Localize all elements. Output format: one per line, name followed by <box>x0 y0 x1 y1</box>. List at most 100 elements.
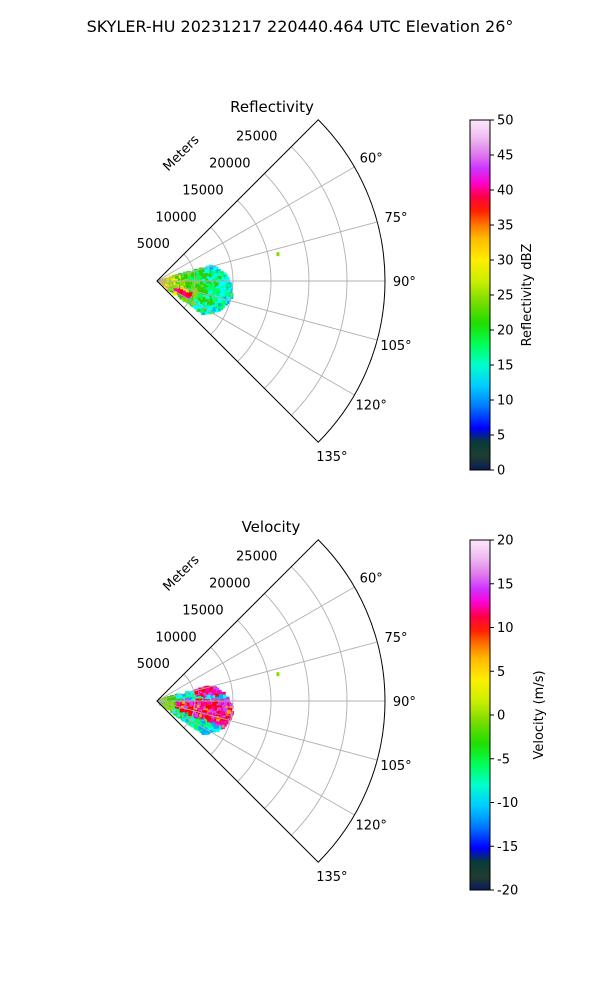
velocity-echo-cell <box>210 721 215 726</box>
velocity-angle-tick-label: 105° <box>380 759 411 774</box>
reflectivity-echo-cell <box>187 271 191 276</box>
velocity-echo-cell <box>216 690 221 695</box>
velocity-colorbar: -20 -15 -10 -5 0 5 10 15 20 Velocity (m/s) <box>469 534 547 899</box>
reflectivity-echo-cell <box>189 301 192 304</box>
velocity-echo-cell <box>208 716 213 721</box>
velocity-azimuth-spoke <box>156 700 378 761</box>
velocity-echo-cell <box>213 709 217 713</box>
velocity-echo-cell <box>209 701 212 704</box>
velocity-echo-cell <box>220 710 224 715</box>
reflectivity-echo-cell <box>226 296 231 301</box>
velocity-echo-cell <box>202 715 207 719</box>
reflectivity-echo-cell <box>220 271 224 276</box>
velocity-panel: Velocity 5000 10000 15000 20000 25000 60° 75°… <box>137 518 547 899</box>
reflectivity-angle-tick-label: 105° <box>380 339 411 354</box>
reflectivity-echo-cell <box>219 306 223 311</box>
velocity-echo-cell <box>218 722 221 725</box>
velocity-radial-label: Meters <box>161 552 203 594</box>
velocity-echo-cell <box>222 725 225 728</box>
reflectivity-echo-cell <box>220 287 224 292</box>
reflectivity-echo-cell <box>200 281 204 285</box>
reflectivity-echo-cell <box>188 292 193 297</box>
reflectivity-echo-cell <box>228 289 231 292</box>
velocity-echo-cell <box>207 726 212 731</box>
velocity-echo-cell <box>224 723 227 727</box>
reflectivity-echo-cell <box>191 284 194 287</box>
reflectivity-echo-cell <box>212 279 216 284</box>
reflectivity-echo-cell <box>214 285 217 288</box>
velocity-grid <box>156 566 385 863</box>
velocity-echo-cell <box>188 716 192 720</box>
velocity-echo-cell <box>197 702 201 706</box>
velocity-echo-cell <box>181 704 185 709</box>
velocity-echo-cell <box>199 703 203 707</box>
velocity-echo-cell <box>204 722 208 726</box>
velocity-echo-cell <box>197 722 201 726</box>
reflectivity-title: Reflectivity <box>230 98 314 116</box>
reflectivity-echo-cell <box>182 279 186 284</box>
velocity-echo-cell <box>173 702 176 705</box>
velocity-azimuth-spoke <box>156 700 355 816</box>
reflectivity-echo-cell <box>196 297 200 301</box>
reflectivity-echo-cell <box>207 291 210 295</box>
velocity-echo-cell <box>222 694 227 699</box>
reflectivity-echo-cell <box>185 293 190 298</box>
velocity-echo-cell <box>210 709 213 713</box>
velocity-echo-cell <box>227 703 230 706</box>
reflectivity-echo-cell <box>218 275 222 279</box>
velocity-echo-cell <box>192 698 196 702</box>
reflectivity-echo-cell <box>211 307 216 312</box>
reflectivity-echo-cell <box>199 298 204 302</box>
reflectivity-echo-cell <box>168 279 172 282</box>
velocity-echo-cell <box>202 710 205 713</box>
velocity-echo-cell <box>184 706 188 710</box>
reflectivity-echo-cell <box>215 306 218 309</box>
velocity-echo-cell <box>165 702 170 707</box>
velocity-echo-cell <box>223 701 228 706</box>
velocity-echo-cell <box>185 697 190 702</box>
reflectivity-echo-cell <box>197 299 201 303</box>
reflectivity-echo-cell <box>193 292 198 297</box>
reflectivity-echo-cell <box>209 265 214 270</box>
reflectivity-echo-cell <box>215 276 219 280</box>
velocity-colorbar-tick-label: 20 <box>497 534 514 549</box>
reflectivity-colorbar-tick-label: 5 <box>497 429 505 444</box>
reflectivity-echo-cell <box>196 293 201 298</box>
reflectivity-echo-cell <box>191 301 195 305</box>
reflectivity-echo-cell <box>192 280 196 285</box>
velocity-echo-cell <box>201 720 206 725</box>
reflectivity-echo-cell <box>185 275 188 279</box>
velocity-echo-cell <box>212 695 216 698</box>
velocity-echo-cell <box>196 704 200 708</box>
reflectivity-echo-cell <box>216 282 221 287</box>
velocity-echo-cell <box>190 707 193 710</box>
reflectivity-echo-cell <box>190 296 194 300</box>
reflectivity-colorbar-tick-label: 15 <box>497 359 514 374</box>
reflectivity-echo-cell <box>196 272 200 275</box>
reflectivity-echo-cell <box>217 270 221 275</box>
reflectivity-colorbar-tick-label: 40 <box>497 184 514 199</box>
velocity-colorbar-tick-label: 0 <box>497 709 505 724</box>
velocity-echo-cell <box>210 726 214 730</box>
velocity-title: Velocity <box>242 518 301 536</box>
velocity-echo-cell <box>181 700 185 704</box>
reflectivity-echo-cell <box>221 281 226 286</box>
reflectivity-azimuth-spoke <box>156 280 355 396</box>
velocity-echo-cell <box>199 706 203 709</box>
velocity-echo-cell <box>176 708 180 713</box>
velocity-angle-tick-label: 120° <box>356 819 387 834</box>
reflectivity-echo-cell <box>209 290 213 295</box>
reflectivity-echo-cell <box>171 278 175 282</box>
reflectivity-echo-cell <box>218 292 222 296</box>
reflectivity-colorbar-ticks: 0 5 10 15 20 25 30 35 40 45 50 <box>490 114 514 479</box>
velocity-echo-cell <box>173 708 178 713</box>
reflectivity-echo-cell <box>224 292 227 295</box>
velocity-echo-cell <box>197 691 201 696</box>
reflectivity-echo-cell <box>201 290 206 295</box>
reflectivity-colorbar-tick-label: 50 <box>497 114 514 129</box>
velocity-echo-cell <box>216 696 219 699</box>
reflectivity-azimuth-spoke <box>156 166 355 282</box>
reflectivity-angle-ticks: 60° 75° 90° 105° 120° 135° <box>316 151 416 465</box>
reflectivity-echo-cell <box>200 267 205 272</box>
velocity-echo-cell <box>214 693 219 698</box>
